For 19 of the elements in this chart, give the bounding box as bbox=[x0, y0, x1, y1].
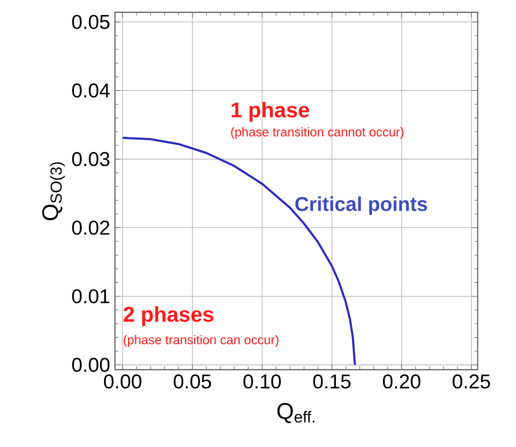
x-tick-label: 0.25 bbox=[452, 374, 490, 389]
y-tick-label: 0.05 bbox=[72, 15, 110, 30]
annotation: (phase transition cannot occur) bbox=[231, 127, 404, 140]
y-tick-label: 0.03 bbox=[72, 152, 110, 166]
annotation: 1 phase bbox=[232, 102, 310, 122]
y-axis-title: Q$_{SO(3)}$ bbox=[42, 162, 65, 220]
x-axis-title: Q$_{eff.}$ bbox=[277, 403, 314, 424]
y-tick-label: 0.00 bbox=[72, 358, 110, 372]
x-tick-label: 0.00 bbox=[104, 374, 142, 389]
annotation: Critical points bbox=[295, 196, 428, 216]
y-tick-label: 0.02 bbox=[72, 220, 110, 235]
x-tick-label: 0.05 bbox=[174, 374, 212, 389]
annotation: (phase transition can occur) bbox=[124, 335, 278, 347]
y-tick-label: 0.04 bbox=[72, 84, 110, 98]
x-tick-label: 0.20 bbox=[382, 374, 420, 389]
x-tick-label: 0.15 bbox=[313, 374, 351, 389]
annotation: 2 phases bbox=[124, 306, 214, 326]
y-tick-label: 0.01 bbox=[72, 289, 110, 304]
x-tick-label: 0.10 bbox=[243, 374, 281, 389]
